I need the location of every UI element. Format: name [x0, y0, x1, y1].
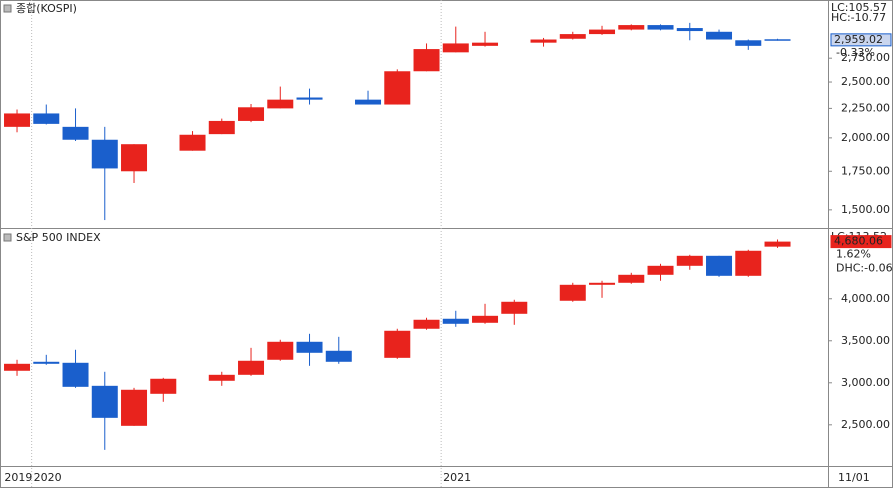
- candle-body: [706, 31, 733, 40]
- candle-body: [559, 284, 586, 301]
- candle-body: [62, 362, 89, 387]
- candle-body: [208, 374, 235, 381]
- candle-body: [4, 363, 31, 371]
- candle-body: [238, 360, 265, 375]
- last-price-label: 4,680.06: [834, 235, 883, 248]
- candle-body: [676, 28, 703, 32]
- candle-body: [384, 330, 411, 358]
- candle-body: [413, 49, 440, 72]
- candle-body: [735, 250, 762, 276]
- y-tick-label: 3,500.00: [841, 334, 890, 347]
- candle-body: [735, 40, 762, 46]
- candle-body: [413, 319, 440, 329]
- y-tick-label: 2,500.00: [841, 418, 890, 431]
- candle-body: [33, 113, 60, 124]
- x-tick-label: 2021: [443, 471, 471, 484]
- candle-body: [121, 144, 148, 172]
- y-tick-label: 2,000.00: [841, 131, 890, 144]
- candle-body: [267, 99, 294, 109]
- panel-title: S&P 500 INDEX: [16, 231, 101, 244]
- candle-body: [442, 43, 469, 53]
- x-end-label: 11/01: [838, 471, 870, 484]
- stat-label: HC:-10.77: [831, 11, 886, 24]
- y-tick-label: 2,750.00: [841, 51, 890, 64]
- candle-body: [618, 25, 645, 30]
- candle-body: [442, 318, 469, 324]
- stat-label: -0.33%: [836, 46, 875, 59]
- x-tick-label: 2019: [4, 471, 32, 484]
- candle-body: [238, 107, 265, 121]
- stat-label: DHC:-0.06: [836, 262, 893, 275]
- candle-body: [355, 99, 382, 105]
- y-tick-label: 2,250.00: [841, 101, 890, 114]
- panel-icon: [3, 4, 12, 13]
- candle-body: [33, 361, 60, 364]
- panel-icon: [3, 233, 12, 242]
- candle-body: [4, 113, 31, 127]
- candle-body: [296, 341, 323, 353]
- candle-body: [589, 29, 616, 35]
- x-tick-label: 2020: [34, 471, 62, 484]
- candle-body: [384, 71, 411, 105]
- candle-body: [121, 389, 148, 426]
- candle-body: [530, 39, 557, 43]
- panel-title: 종합(KOSPI): [16, 2, 77, 15]
- candle-body: [472, 42, 499, 46]
- candle-body: [647, 265, 674, 275]
- candle-body: [150, 378, 177, 394]
- candle-body: [208, 120, 235, 135]
- stat-label: LC:105.57: [831, 1, 887, 14]
- candle-body: [764, 241, 791, 247]
- y-tick-label: 1,750.00: [841, 164, 890, 177]
- candle-body: [559, 34, 586, 39]
- y-tick-label: 2,500.00: [841, 75, 890, 88]
- last-price-label: 2,959.02: [834, 33, 883, 46]
- candle-body: [647, 25, 674, 30]
- candle-body: [91, 139, 118, 169]
- last-price-box: [830, 235, 892, 249]
- candle-body: [179, 134, 206, 151]
- candle-body: [501, 301, 528, 314]
- candle-body: [267, 341, 294, 360]
- last-price-box: [830, 33, 892, 47]
- y-tick-label: 3,000.00: [841, 376, 890, 389]
- candle-body: [325, 350, 352, 362]
- candle-body: [472, 315, 499, 323]
- candle-body: [764, 39, 791, 41]
- candle-body: [62, 126, 89, 140]
- candle-body: [676, 255, 703, 266]
- candle-body: [618, 274, 645, 283]
- candle-body: [91, 385, 118, 418]
- candle-body: [706, 255, 733, 276]
- y-tick-label: 4,000.00: [841, 292, 890, 305]
- candle-body: [589, 282, 616, 285]
- y-tick-label: 1,500.00: [841, 203, 890, 216]
- candle-body: [296, 97, 323, 100]
- stat-label: 1.62%: [836, 248, 871, 261]
